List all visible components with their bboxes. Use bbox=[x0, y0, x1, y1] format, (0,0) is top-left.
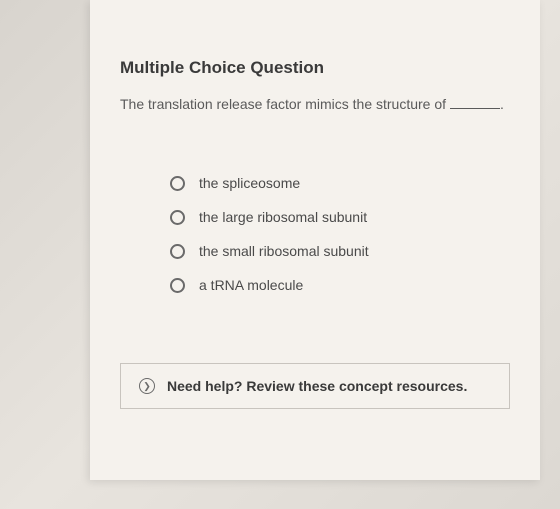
radio-icon bbox=[170, 176, 185, 191]
option-label: the large ribosomal subunit bbox=[199, 209, 367, 225]
fill-blank bbox=[450, 108, 500, 109]
option-0[interactable]: the spliceosome bbox=[170, 175, 510, 191]
option-label: a tRNA molecule bbox=[199, 277, 303, 293]
question-text-content: The translation release factor mimics th… bbox=[120, 96, 446, 112]
options-group: the spliceosome the large ribosomal subu… bbox=[120, 175, 510, 293]
radio-icon bbox=[170, 244, 185, 259]
radio-icon bbox=[170, 278, 185, 293]
option-label: the small ribosomal subunit bbox=[199, 243, 369, 259]
chevron-right-icon: ❯ bbox=[139, 378, 155, 394]
question-card: 29 of 34 Concepts comp... Multiple Choic… bbox=[90, 0, 540, 480]
help-text: Need help? Review these concept resource… bbox=[167, 378, 467, 394]
option-3[interactable]: a tRNA molecule bbox=[170, 277, 510, 293]
help-box[interactable]: ❯ Need help? Review these concept resour… bbox=[120, 363, 510, 409]
radio-icon bbox=[170, 210, 185, 225]
question-heading: Multiple Choice Question bbox=[120, 58, 510, 78]
option-label: the spliceosome bbox=[199, 175, 300, 191]
option-2[interactable]: the small ribosomal subunit bbox=[170, 243, 510, 259]
option-1[interactable]: the large ribosomal subunit bbox=[170, 209, 510, 225]
question-prompt: The translation release factor mimics th… bbox=[120, 94, 510, 115]
